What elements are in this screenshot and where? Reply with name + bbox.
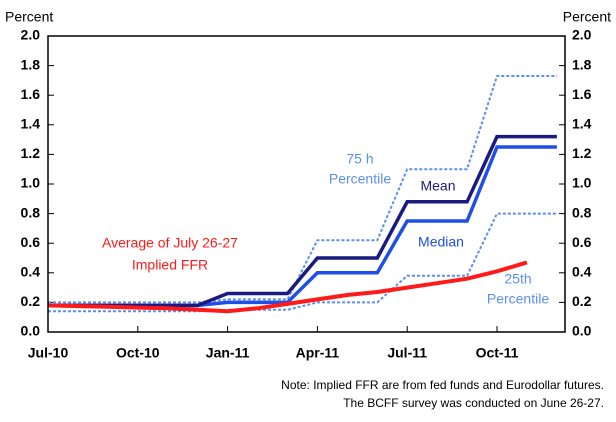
- y2-tick-label: 1.2: [572, 145, 592, 161]
- series-label: Median: [418, 234, 464, 250]
- y-tick-label: 0.8: [21, 204, 41, 220]
- y2-tick-label: 0.8: [572, 204, 592, 220]
- y2-tick-label: 1.6: [572, 86, 592, 102]
- y2-tick-label: 0.2: [572, 293, 592, 309]
- y-axis-label: Percent: [5, 9, 53, 25]
- series-label: Average of July 26-27: [102, 235, 238, 251]
- series-line: [47, 260, 528, 314]
- x-tick-label: Apr-11: [296, 345, 340, 361]
- y2-axis-label: Percent: [563, 9, 611, 25]
- x-tick-label: Jan-11: [206, 345, 250, 361]
- y-tick-label: 2.0: [21, 27, 41, 43]
- y2-tick-label: 2.0: [572, 27, 592, 43]
- y2-tick-label: 1.4: [572, 116, 592, 132]
- y-tick-label: 1.2: [21, 145, 41, 161]
- plot-frame: [47, 35, 566, 333]
- x-tick-label: Oct-11: [476, 345, 519, 361]
- series-label: Mean: [420, 178, 455, 194]
- y2-tick-label: 1.8: [572, 56, 592, 72]
- y-tick-label: 1.0: [21, 175, 41, 191]
- y-tick-label: 1.6: [21, 86, 41, 102]
- x-tick-label: Jul-10: [28, 345, 69, 361]
- note: Note: Implied FFR are from fed funds and…: [281, 378, 604, 392]
- series-label: Percentile: [329, 171, 391, 187]
- y-tick-label: 1.8: [21, 56, 41, 72]
- series-line: [48, 212, 557, 313]
- series-label: Implied FFR: [132, 257, 208, 273]
- y2-tick-label: 1.0: [572, 175, 592, 191]
- series-line: [48, 75, 557, 304]
- series-label: Percentile: [487, 291, 549, 307]
- series-label: 25th: [504, 271, 531, 287]
- series-line: [48, 134, 557, 308]
- y-tick-label: 0.4: [21, 264, 41, 280]
- note: The BCFF survey was conducted on June 26…: [343, 396, 604, 410]
- y-tick-label: 0.2: [21, 293, 41, 309]
- x-tick-label: Jul-11: [387, 345, 427, 361]
- series-label: 75 h: [346, 151, 373, 167]
- y-tick-label: 1.4: [21, 116, 41, 132]
- y-tick-label: 0.0: [21, 323, 41, 339]
- y2-tick-label: 0.6: [572, 234, 592, 250]
- y-tick-label: 0.6: [21, 234, 41, 250]
- y2-tick-label: 0.0: [572, 323, 592, 339]
- x-tick-label: Oct-10: [116, 345, 160, 361]
- y2-tick-label: 0.4: [572, 264, 592, 280]
